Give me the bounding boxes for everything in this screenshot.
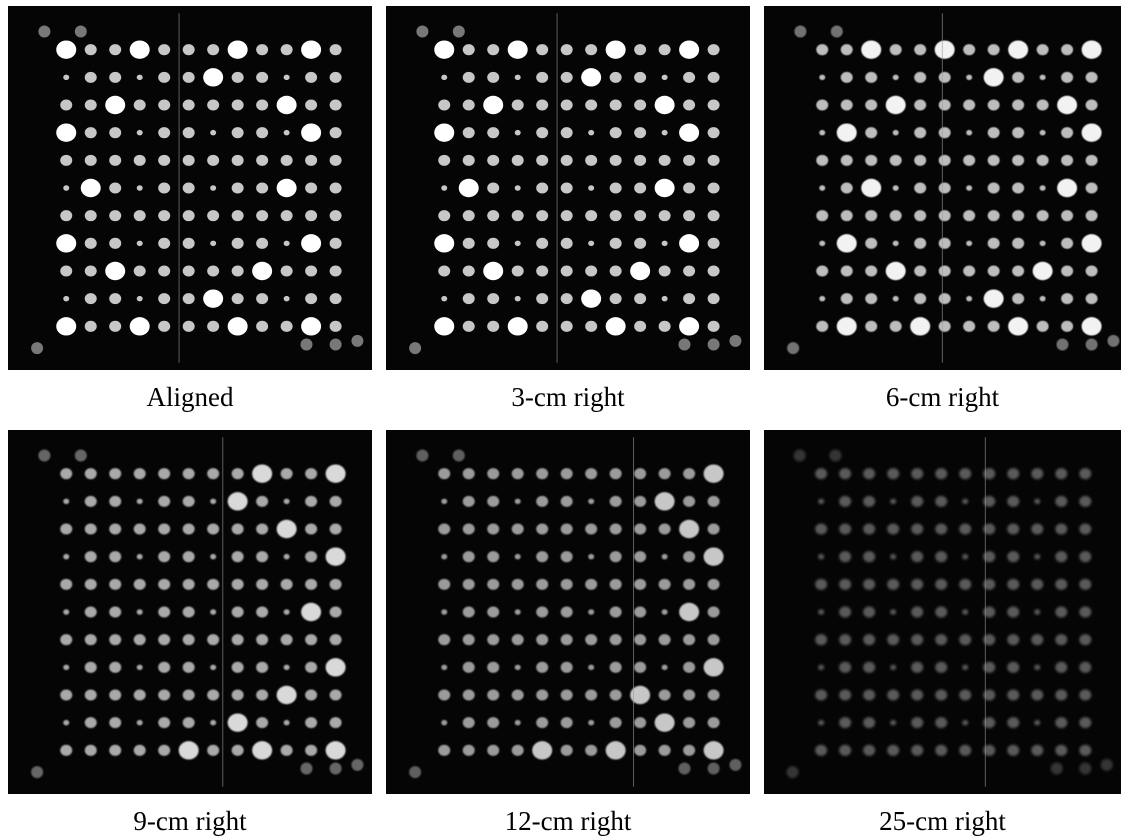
caption-6cm: 6-cm right: [885, 382, 1000, 412]
photo-25cm: [764, 430, 1121, 794]
caption-aligned: Aligned: [146, 382, 234, 412]
photo-6cm: [764, 6, 1121, 370]
caption-3cm: 3-cm right: [511, 382, 625, 412]
photo-9cm: [8, 430, 372, 794]
caption-25cm: 25-cm right: [879, 806, 1006, 836]
caption-12cm: 12-cm right: [504, 806, 632, 836]
caption-9cm: 9-cm right: [133, 806, 247, 836]
photo-12cm: [386, 430, 750, 794]
photo-3cm: [386, 6, 750, 370]
photo-aligned: [8, 6, 372, 370]
